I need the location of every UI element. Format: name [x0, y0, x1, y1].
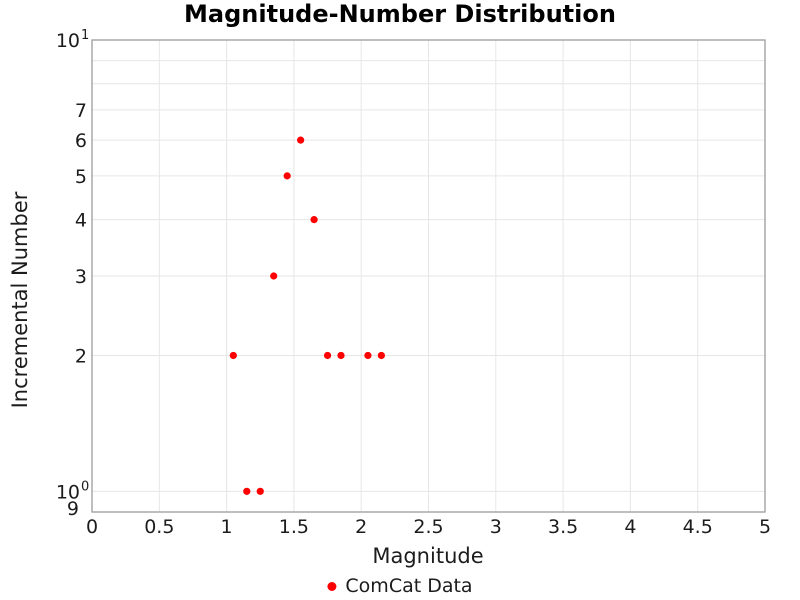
x-tick-label: 4.5: [683, 516, 713, 538]
y-tick-label: 6: [75, 130, 87, 152]
y-tick-exponent: 1: [81, 28, 89, 43]
data-point: [297, 136, 305, 144]
y-tick-label: 9: [67, 498, 79, 520]
data-point: [310, 216, 318, 224]
x-tick-label: 1.5: [279, 516, 309, 538]
y-tick-label: 3: [75, 266, 87, 288]
y-tick-exponent: 0: [81, 479, 89, 494]
x-tick-label: 1: [221, 516, 233, 538]
data-point: [256, 487, 264, 495]
x-tick-label: 3.5: [548, 516, 578, 538]
x-axis-title: Magnitude: [372, 544, 484, 568]
x-tick-label: 2: [355, 516, 367, 538]
plot-border: [91, 39, 766, 513]
data-point: [337, 351, 345, 360]
y-tick-label: 7: [75, 100, 87, 122]
data-point: [243, 487, 251, 495]
x-tick-label: 2.5: [413, 516, 443, 538]
x-tick-label: 5: [759, 516, 771, 538]
data-point: [283, 172, 291, 180]
legend: ComCat Data: [327, 575, 473, 597]
x-tick-label: 3: [490, 516, 502, 538]
data-point: [364, 351, 372, 360]
data-point: [229, 351, 237, 360]
legend-label: ComCat Data: [345, 575, 473, 597]
y-tick-label: 10: [56, 481, 80, 503]
y-tick-label: 5: [75, 166, 87, 188]
legend-marker-dot-icon: [327, 581, 337, 591]
data-point: [323, 351, 332, 360]
y-tick-label: 2: [75, 345, 87, 367]
chart-title: Magnitude-Number Distribution: [184, 0, 616, 28]
y-tick-label: 4: [75, 210, 87, 232]
data-point: [377, 351, 385, 360]
x-tick-label: 0.5: [144, 516, 174, 538]
x-tick-label: 0: [86, 516, 98, 538]
x-tick-label: 4: [624, 516, 636, 538]
data-point: [270, 272, 278, 280]
y-tick-label: 10: [56, 30, 80, 52]
